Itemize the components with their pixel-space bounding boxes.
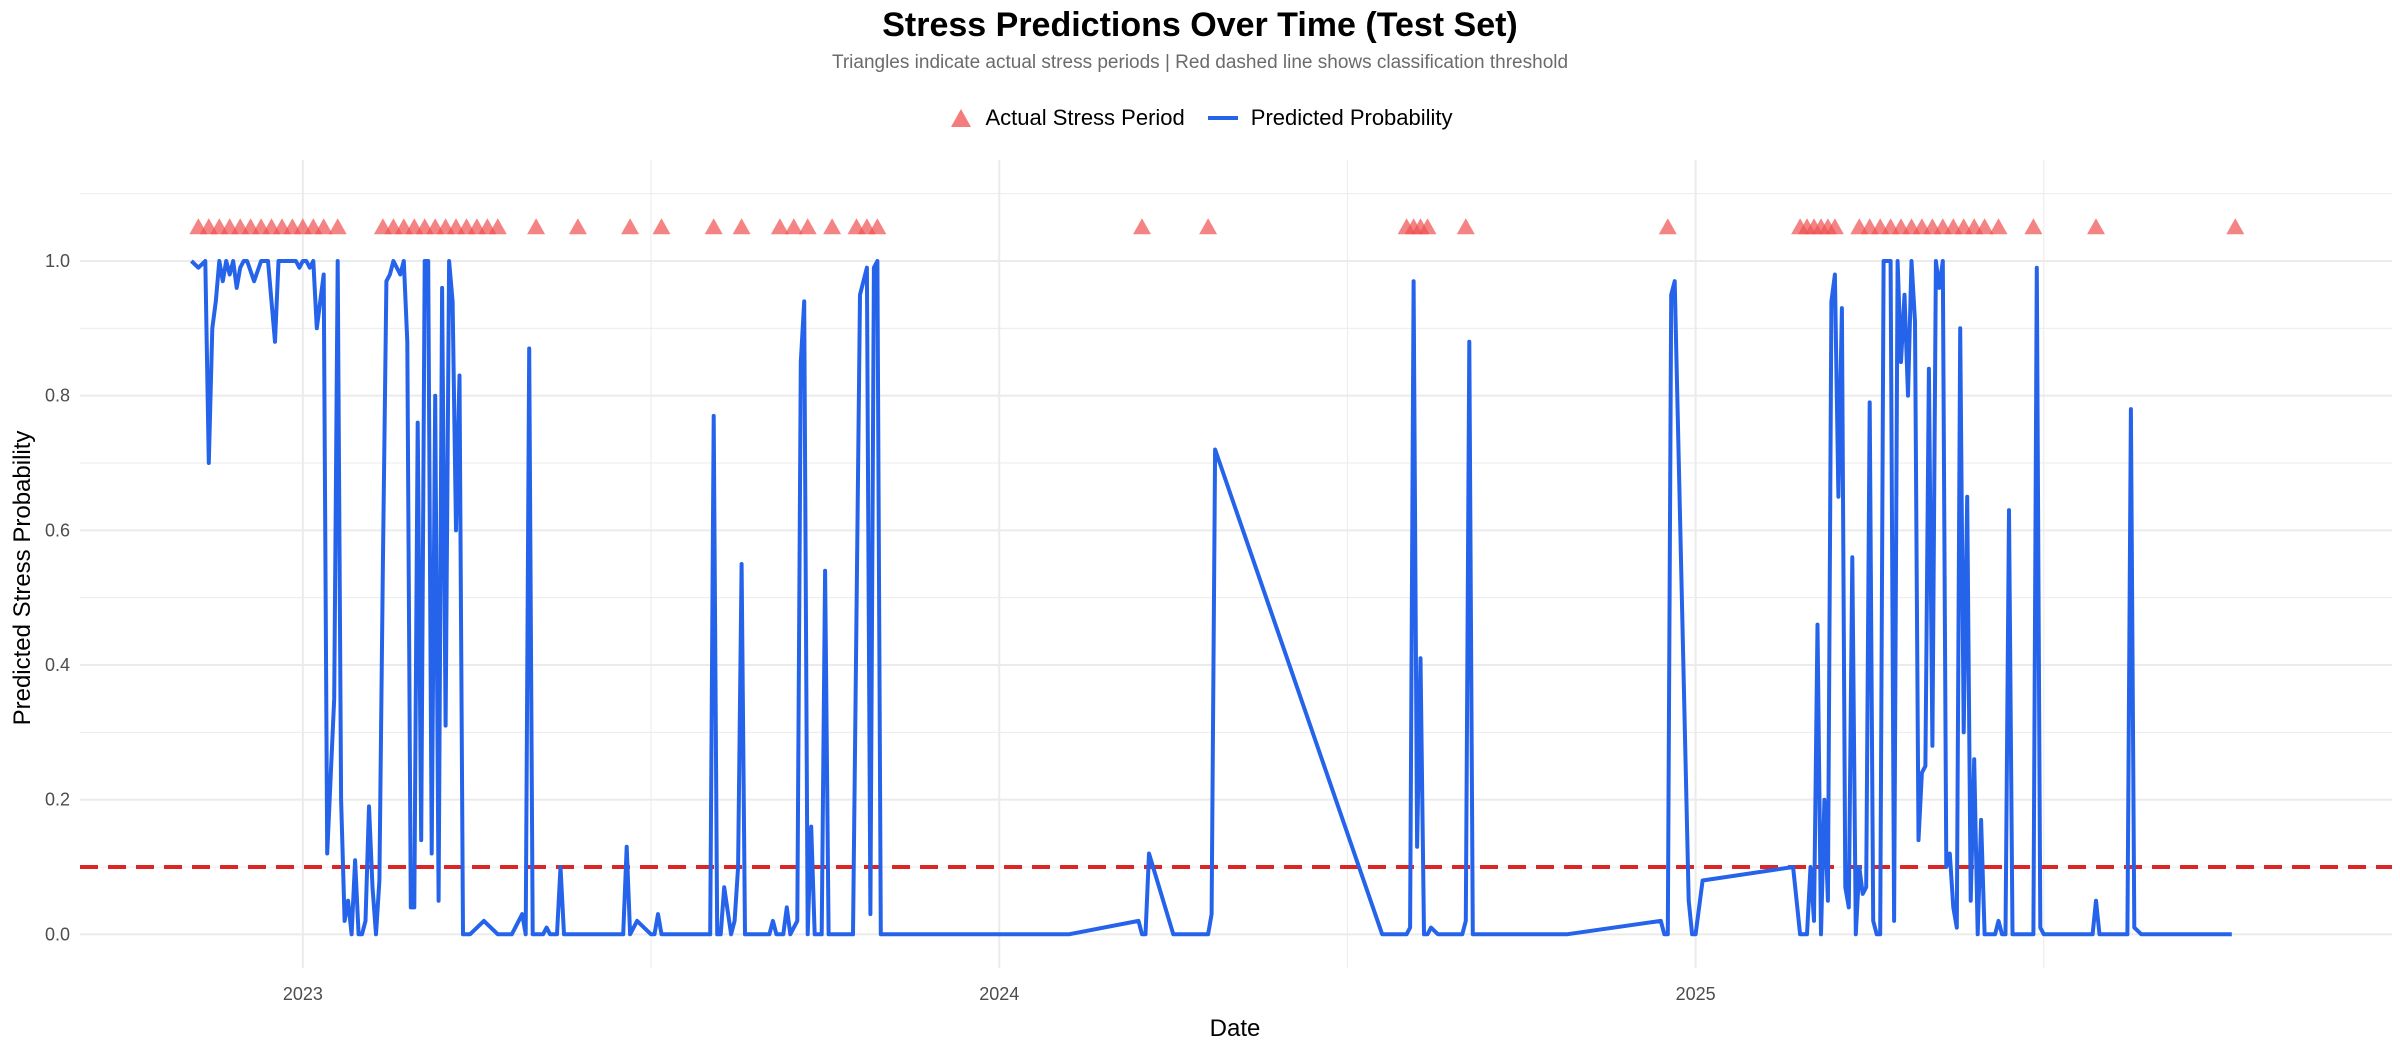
stress-period-marker — [823, 218, 842, 235]
stress-period-marker — [314, 218, 333, 235]
stress-period-marker — [784, 218, 803, 235]
stress-period-marker — [621, 218, 640, 235]
stress-period-marker — [2024, 218, 2043, 235]
stress-period-marker — [488, 218, 507, 235]
y-tick-labels: 0.0 0.2 0.4 0.6 0.8 1.0 — [45, 251, 70, 944]
stress-period-marker — [2087, 218, 2105, 235]
x-tick-label: 2025 — [1676, 984, 1716, 1004]
stress-period-marker — [1825, 218, 1844, 235]
legend-item-probability: Predicted Probability — [1205, 104, 1453, 132]
y-axis-title: Predicted Stress Probability — [9, 431, 36, 726]
triangle-layer — [189, 218, 2245, 235]
stress-period-marker — [770, 218, 789, 235]
legend-item-stress: Actual Stress Period — [947, 104, 1185, 132]
stress-period-marker — [1658, 218, 1677, 235]
y-tick-label: 0.2 — [45, 790, 70, 810]
stress-period-marker — [1975, 218, 1994, 235]
chart-title: Stress Predictions Over Time (Test Set) — [882, 6, 1518, 44]
stress-period-marker — [1133, 218, 1151, 235]
legend-label-stress: Actual Stress Period — [985, 105, 1185, 130]
x-tick-labels: 2023 2024 2025 — [283, 984, 1716, 1004]
triangle-icon — [947, 104, 975, 132]
x-tick-label: 2024 — [979, 984, 1019, 1004]
stress-period-marker — [2226, 218, 2245, 235]
line-icon — [1205, 104, 1241, 132]
x-tick-label: 2023 — [283, 984, 323, 1004]
legend-label-probability: Predicted Probability — [1250, 105, 1453, 130]
stress-period-marker — [1418, 218, 1437, 235]
stress-period-marker — [1199, 218, 1218, 235]
stress-period-marker — [704, 218, 723, 235]
stress-period-marker — [732, 218, 751, 235]
stress-period-marker — [527, 218, 546, 235]
line-layer — [190, 259, 2232, 937]
stress-period-marker — [568, 218, 587, 235]
stress-period-marker — [1456, 218, 1475, 235]
stress-period-marker — [798, 218, 817, 235]
x-axis-title: Date — [1210, 1015, 1261, 1042]
stress-period-marker — [652, 218, 671, 235]
y-tick-label: 0.8 — [45, 386, 70, 406]
chart-subtitle: Triangles indicate actual stress periods… — [831, 52, 1569, 73]
series-line-predicted-probability — [190, 259, 2232, 937]
y-tick-label: 0.0 — [45, 924, 70, 944]
y-tick-label: 0.4 — [45, 655, 70, 675]
stress-period-marker — [1989, 218, 2008, 235]
y-tick-label: 1.0 — [45, 251, 70, 271]
stress-period-marker — [868, 218, 887, 235]
stress-period-marker — [328, 218, 347, 235]
legend: Actual Stress Period Predicted Probabili… — [0, 104, 2400, 132]
y-tick-label: 0.6 — [45, 520, 70, 540]
